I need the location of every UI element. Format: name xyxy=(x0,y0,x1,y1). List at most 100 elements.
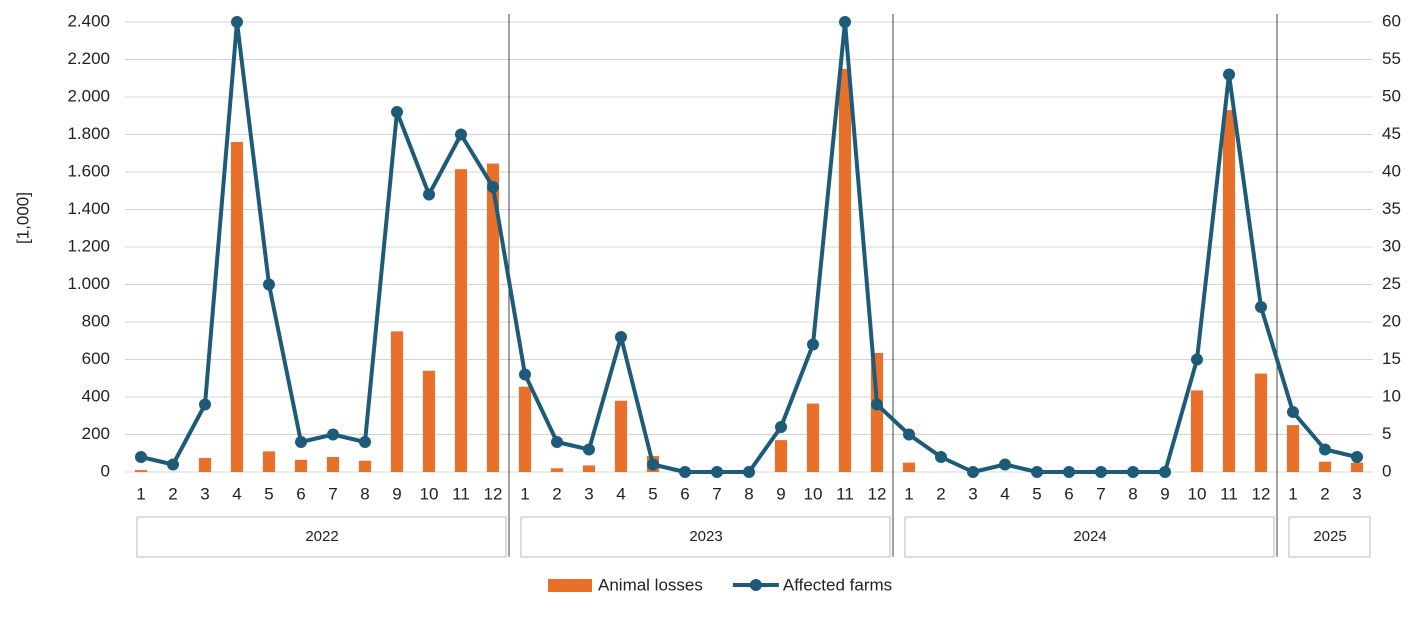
line-point xyxy=(423,188,435,201)
legend-label: Animal losses xyxy=(598,575,703,594)
bar xyxy=(1222,110,1236,472)
line-point xyxy=(615,331,627,343)
y2-tick-label: 0 xyxy=(1382,461,1391,480)
line-point xyxy=(263,278,275,291)
x-tick-label: 2 xyxy=(168,484,177,503)
bar xyxy=(1254,373,1268,472)
x-tick-label: 6 xyxy=(296,484,305,503)
y-tick-label: 800 xyxy=(82,311,110,330)
y-tick-label: 1.200 xyxy=(67,236,110,255)
line-point xyxy=(871,398,883,411)
bar xyxy=(582,465,596,472)
x-tick-label: 12 xyxy=(484,484,503,503)
x-tick-label: 12 xyxy=(868,484,887,503)
bar xyxy=(326,457,340,472)
y2-tick-label: 60 xyxy=(1382,11,1401,30)
y2-tick-label: 20 xyxy=(1382,311,1401,330)
line-point xyxy=(903,428,915,441)
x-tick-label: 1 xyxy=(520,484,529,503)
bar xyxy=(262,451,276,472)
bar xyxy=(134,470,148,472)
x-tick-label: 4 xyxy=(232,484,241,503)
group-box xyxy=(520,516,891,558)
x-tick-label: 3 xyxy=(968,484,977,503)
line-point xyxy=(1095,466,1107,478)
y2-tick-label: 50 xyxy=(1382,86,1401,105)
line-point xyxy=(935,451,947,463)
bar xyxy=(390,331,404,472)
line-point xyxy=(455,128,467,141)
line-point xyxy=(807,338,819,351)
x-tick-label: 2 xyxy=(552,484,561,503)
x-tick-label: 1 xyxy=(136,484,145,503)
legend-label: Affected farms xyxy=(783,575,892,594)
legend-swatch xyxy=(749,579,762,591)
line-point xyxy=(359,436,371,448)
y-tick-label: 0 xyxy=(101,461,110,480)
x-tick-label: 3 xyxy=(200,484,209,503)
y-tick-label: 1.400 xyxy=(67,199,110,218)
line-point xyxy=(391,106,403,118)
bar xyxy=(550,468,564,472)
y-tick-label: 2.000 xyxy=(67,86,110,105)
line-point xyxy=(1351,451,1363,463)
bar xyxy=(198,457,212,472)
line-point xyxy=(199,398,211,411)
group-label: 2025 xyxy=(1313,528,1346,545)
line-point xyxy=(743,466,755,478)
line-point xyxy=(1191,353,1203,366)
y-tick-label: 400 xyxy=(82,386,110,405)
group-box xyxy=(136,516,507,558)
bar xyxy=(806,403,820,472)
line-point xyxy=(1127,466,1139,478)
x-tick-label: 10 xyxy=(804,484,823,503)
x-tick-label: 1 xyxy=(904,484,913,503)
y2-tick-label: 10 xyxy=(1382,386,1401,405)
x-tick-label: 11 xyxy=(452,484,470,503)
x-tick-label: 11 xyxy=(836,484,854,503)
line-point xyxy=(839,16,851,28)
x-tick-label: 7 xyxy=(712,484,721,503)
x-tick-label: 6 xyxy=(680,484,689,503)
bar xyxy=(1286,425,1300,472)
line-point xyxy=(1287,406,1299,418)
x-tick-label: 10 xyxy=(420,484,439,503)
bar xyxy=(1350,462,1364,472)
bar xyxy=(902,462,916,472)
group-box xyxy=(1288,516,1371,558)
x-tick-label: 5 xyxy=(648,484,657,503)
x-tick-label: 4 xyxy=(616,484,625,503)
y-axis-label: [1,000] xyxy=(13,192,32,244)
group-label: 2023 xyxy=(689,528,722,545)
line-point xyxy=(1063,466,1075,478)
x-tick-label: 5 xyxy=(1032,484,1041,503)
x-tick-label: 9 xyxy=(392,484,401,503)
line-point xyxy=(711,466,723,478)
bar xyxy=(518,386,532,472)
line-point xyxy=(231,16,243,28)
line-point xyxy=(295,436,307,448)
line-point xyxy=(999,458,1011,471)
y-tick-label: 200 xyxy=(82,424,110,443)
x-tick-label: 8 xyxy=(360,484,369,503)
y2-tick-label: 30 xyxy=(1382,236,1401,255)
y2-tick-label: 5 xyxy=(1382,424,1391,443)
x-tick-label: 7 xyxy=(1096,484,1105,503)
y-tick-label: 1.600 xyxy=(67,161,110,180)
x-tick-label: 3 xyxy=(1352,484,1361,503)
bar xyxy=(838,68,852,472)
y-tick-label: 600 xyxy=(82,349,110,368)
bar xyxy=(1190,390,1204,472)
line-point xyxy=(1319,443,1331,456)
line-point xyxy=(967,466,979,478)
y-tick-label: 1.800 xyxy=(67,124,110,143)
x-tick-label: 11 xyxy=(1220,484,1238,503)
line-point xyxy=(679,466,691,478)
bar xyxy=(454,169,468,472)
y2-tick-label: 45 xyxy=(1382,124,1401,143)
line-point xyxy=(1255,301,1267,313)
x-tick-label: 12 xyxy=(1252,484,1271,503)
line-point xyxy=(135,451,147,463)
line-point xyxy=(519,368,531,381)
